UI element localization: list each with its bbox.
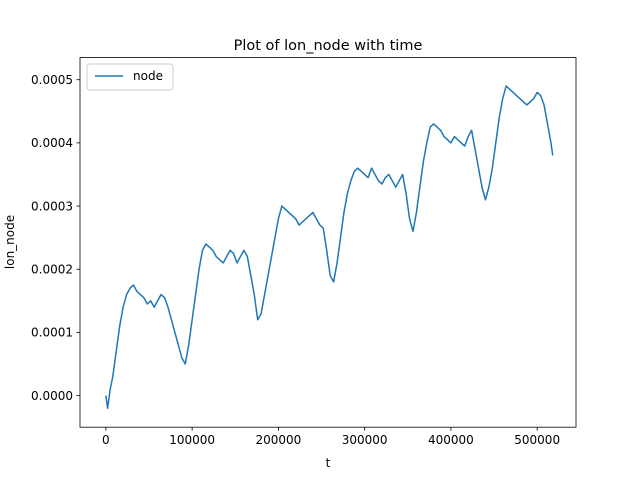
x-tick-label: 400000 xyxy=(428,433,474,447)
y-tick-label: 0.0002 xyxy=(31,262,73,276)
legend: node xyxy=(86,63,174,91)
y-tick-label: 0.0000 xyxy=(31,389,73,403)
y-tick-label: 0.0005 xyxy=(31,73,73,87)
plot-frame xyxy=(79,57,577,428)
series-line-node xyxy=(105,85,554,409)
x-tick-label: 0 xyxy=(102,433,110,447)
x-tick-label: 100000 xyxy=(169,433,215,447)
plot-area xyxy=(79,57,577,428)
x-axis-label: t xyxy=(326,456,331,470)
x-tick-label: 200000 xyxy=(255,433,301,447)
x-tick-label: 300000 xyxy=(342,433,388,447)
y-tick-label: 0.0004 xyxy=(31,136,73,150)
plot-background xyxy=(80,57,576,428)
y-tick-label: 0.0003 xyxy=(31,199,73,213)
legend-box xyxy=(86,63,174,91)
x-tick-label: 500000 xyxy=(514,433,560,447)
y-axis-label: lon_node xyxy=(3,215,17,269)
legend-label-node: node xyxy=(133,69,163,83)
y-axis: 0.0000 0.0001 0.0002 0.0003 0.0004 0.0005 xyxy=(31,73,80,403)
chart-title: Plot of lon_node with time xyxy=(234,38,423,54)
series-layer xyxy=(105,85,554,409)
y-tick-label: 0.0001 xyxy=(31,326,73,340)
x-axis: 0 100000 200000 300000 400000 500000 xyxy=(102,427,560,447)
